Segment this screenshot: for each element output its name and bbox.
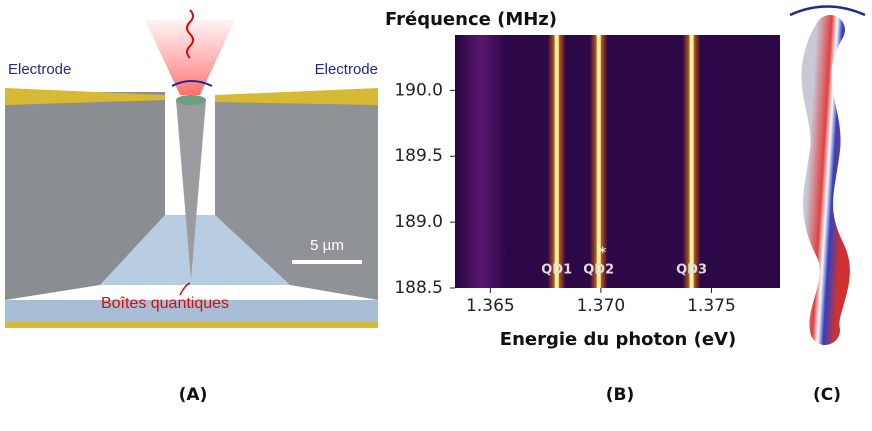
scale-label: 5 µm: [310, 237, 344, 254]
floor: [100, 215, 290, 285]
motion-arrow: [171, 80, 213, 87]
nanowire: [176, 100, 206, 280]
gold-layer: [5, 322, 378, 328]
y-tick-label: 190.0: [394, 80, 443, 100]
motion-arrow: [789, 5, 866, 17]
emission-core: [689, 35, 694, 288]
electrode-label: Electrode: [8, 61, 71, 78]
line-label: QD1: [541, 263, 572, 278]
electrode-left: [5, 88, 165, 105]
panel-label: (B): [606, 385, 635, 405]
substrate: [5, 300, 378, 325]
annotation: Boîtes quantiques: [101, 295, 229, 312]
panel-b: Fréquence (MHz) Energie du photon (eV) (…: [385, 9, 780, 405]
nanowire-mode: [801, 15, 850, 345]
chart-title: Fréquence (MHz): [385, 9, 557, 30]
emission-core: [596, 35, 601, 288]
panel-c: (C): [789, 5, 866, 405]
y-tick-label: 189.0: [394, 212, 443, 232]
right-wedge: [215, 100, 378, 300]
y-tick-label: 189.5: [394, 146, 443, 166]
panel-label: (A): [179, 385, 208, 405]
x-axis-label: Energie du photon (eV): [500, 329, 736, 350]
line-label: QD2: [583, 263, 614, 278]
marker: *: [599, 244, 607, 262]
panel-label: (C): [813, 385, 841, 405]
plot-area: [455, 35, 780, 288]
electrode-right: [215, 88, 378, 105]
line-label: QD3: [676, 263, 707, 278]
panel-a: Electrode Electrode 5 µm Boîtes quantiqu…: [5, 9, 378, 405]
nanowire-top: [176, 95, 206, 105]
left-wedge: [5, 92, 165, 300]
electrode-label: Electrode: [315, 61, 378, 78]
photon: [186, 9, 194, 59]
x-tick-label: 1.365: [466, 296, 515, 316]
emission-core: [554, 35, 559, 288]
pointer: [179, 282, 191, 296]
x-tick-label: 1.370: [577, 296, 626, 316]
y-tick-label: 188.5: [394, 278, 443, 298]
x-tick-label: 1.375: [687, 296, 736, 316]
